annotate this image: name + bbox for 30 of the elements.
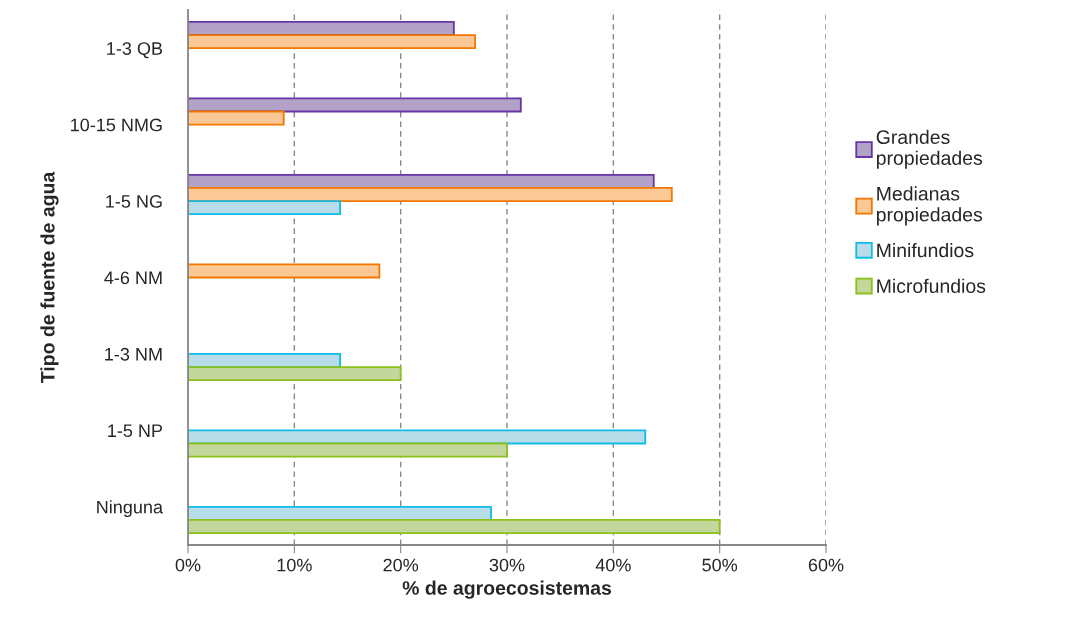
bar	[188, 442, 508, 458]
x-tick-label: 60%	[808, 558, 844, 572]
x-tick-label: 0%	[175, 558, 201, 572]
bar	[188, 429, 647, 445]
y-tick-label: 1-3 QB	[107, 42, 163, 59]
bar	[188, 263, 381, 279]
bar	[188, 34, 477, 50]
x-tick-label: 20%	[383, 558, 419, 572]
y-tick-label: 1-3 NM	[105, 347, 162, 361]
legend-label: Microfundios	[877, 278, 986, 294]
bar	[188, 110, 285, 126]
y-axis-title: Tipo de fuente de agua	[40, 171, 59, 383]
y-tick-label: 1-5 NG	[106, 195, 162, 208]
x-tick-label: 40%	[595, 558, 631, 572]
legend-label: Medianas propiedades	[876, 186, 983, 226]
y-tick-label: 4-6 NM	[104, 271, 162, 285]
legend-label: Grandes propiedades	[876, 129, 983, 169]
x-tick-label: 30%	[489, 558, 525, 572]
x-tick-label: 10%	[277, 558, 312, 572]
legend-label: Minifundios	[877, 242, 974, 258]
y-tick-label: 10-15 NMG	[71, 118, 162, 132]
x-axis-title: % de agroecosistemas	[402, 580, 612, 599]
bar	[188, 366, 402, 382]
bar	[188, 97, 522, 113]
y-tick-label: Ninguna	[97, 500, 163, 518]
bar	[188, 519, 721, 534]
bar	[188, 200, 341, 216]
y-tick-label: 1-5 NP	[108, 424, 163, 438]
x-tick-label: 50%	[702, 558, 738, 572]
bar	[188, 187, 673, 202]
